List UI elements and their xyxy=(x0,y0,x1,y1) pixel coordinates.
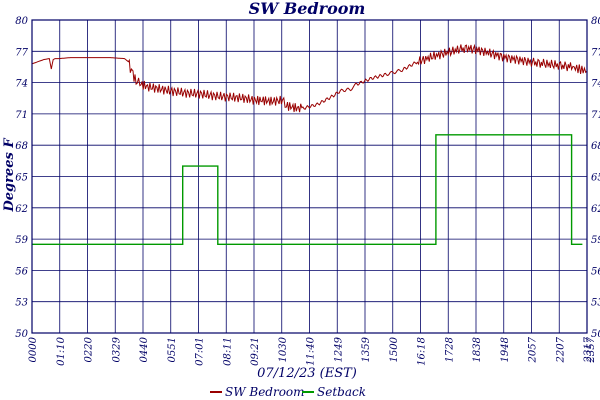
x-tick-label: 1728 xyxy=(444,337,455,362)
y-tick-label-right: 71 xyxy=(591,110,600,121)
y-tick-label-right: 53 xyxy=(591,298,600,309)
legend-label: SW Bedroom xyxy=(225,385,305,399)
y-tick-label: 71 xyxy=(15,110,28,121)
series-lines xyxy=(31,43,588,246)
legend-label: Setback xyxy=(317,385,366,399)
x-tick-label: 2357 xyxy=(586,336,597,363)
y-tick-label: 74 xyxy=(15,79,28,90)
y-tick-label: 50 xyxy=(15,329,28,340)
plot-frame xyxy=(31,19,588,334)
x-tick-label: 1500 xyxy=(389,336,400,362)
y-tick-label-right: 68 xyxy=(591,141,600,152)
y-axis-ticks: 50 53 56 59 62 65 68 71 74 77 80 xyxy=(15,16,28,340)
x-tick-label: 0329 xyxy=(111,336,122,362)
y-tick-label: 65 xyxy=(15,173,28,184)
x-tick-label: 11:40 xyxy=(306,336,317,365)
y-tick-label: 59 xyxy=(15,235,28,246)
x-tick-label: 2057 xyxy=(528,336,539,363)
legend: SW Bedroom Setback xyxy=(210,385,366,399)
y-tick-label-right: 80 xyxy=(591,16,600,27)
y-tick-label-right: 59 xyxy=(591,235,600,246)
x-axis-ticks: 0000 01:10 0220 0329 0440 0551 07:01 08:11 09:21… xyxy=(28,336,597,365)
x-tick-label: 0440 xyxy=(139,336,150,362)
y-tick-label-right: 62 xyxy=(591,204,600,215)
chart-title: SW Bedroom xyxy=(249,0,366,18)
y-axis-ticks-right: 50 53 56 59 62 65 68 71 74 77 80 xyxy=(591,16,600,340)
y-tick-label-right: 56 xyxy=(591,266,600,277)
x-tick-label: 08:11 xyxy=(222,337,233,366)
y-tick-label: 56 xyxy=(15,266,28,277)
y-tick-label-right: 65 xyxy=(591,173,600,184)
y-tick-label-right: 74 xyxy=(591,79,600,90)
x-tick-label: 07:01 xyxy=(195,337,206,366)
x-tick-label: 01:10 xyxy=(56,336,67,365)
x-tick-label: 0000 xyxy=(28,336,39,362)
series-line-sw-bedroom xyxy=(31,43,588,113)
y-tick-label-right: 77 xyxy=(591,47,600,58)
y-axis-label: Degrees F xyxy=(2,138,17,213)
x-tick-label: 0551 xyxy=(167,337,178,362)
x-tick-label: 1948 xyxy=(500,337,511,362)
y-tick-label: 77 xyxy=(15,47,28,58)
x-tick-label: 0220 xyxy=(84,336,95,362)
y-tick-label: 62 xyxy=(15,204,28,215)
x-tick-label: 2317 xyxy=(583,336,594,363)
x-tick-label: 09:21 xyxy=(250,337,261,366)
x-tick-label: 1249 xyxy=(333,336,344,362)
y-tick-label-right: 50 xyxy=(591,329,600,340)
y-tick-label: 68 xyxy=(15,141,28,152)
y-tick-label: 80 xyxy=(15,16,28,27)
x-tick-label: 16:18 xyxy=(417,337,428,366)
series-line-setback xyxy=(32,134,583,246)
x-tick-label: 2207 xyxy=(555,336,566,363)
x-tick-label: 1030 xyxy=(278,336,289,362)
x-axis-label: 07/12/23 (EST) xyxy=(257,366,357,381)
y-tick-label: 53 xyxy=(15,298,28,309)
grid xyxy=(32,20,587,333)
x-tick-label: 1838 xyxy=(472,337,483,362)
x-tick-label: 1359 xyxy=(361,336,372,362)
